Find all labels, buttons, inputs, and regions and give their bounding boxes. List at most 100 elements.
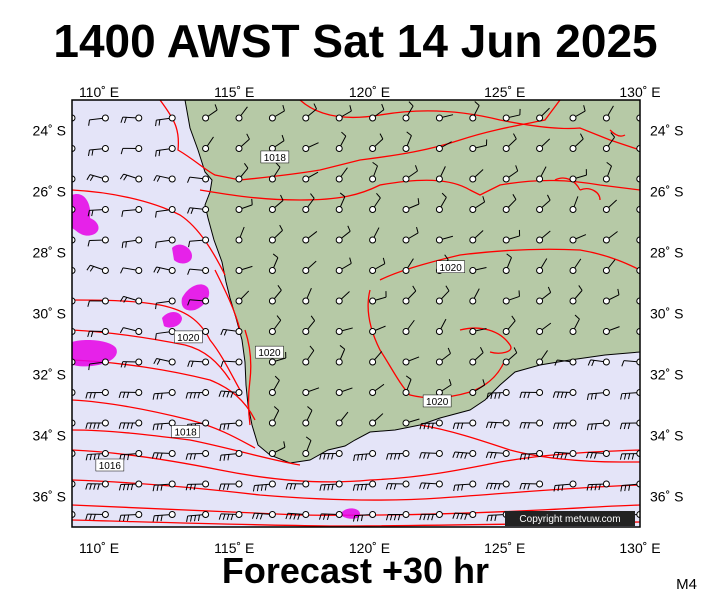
wind-barb bbox=[218, 389, 243, 398]
wind-barb bbox=[602, 259, 616, 274]
wind-barb bbox=[187, 297, 210, 306]
lon-tick-label: 130˚ E bbox=[619, 540, 660, 556]
wind-barb bbox=[469, 347, 484, 366]
wind-barb bbox=[335, 411, 349, 427]
lat-tick-label: 28˚ S bbox=[33, 245, 66, 261]
wind-barb bbox=[569, 234, 587, 244]
wind-barb bbox=[469, 196, 486, 213]
wind-barb bbox=[302, 287, 312, 305]
wind-barb bbox=[385, 480, 410, 490]
wind-barb bbox=[369, 133, 384, 152]
isobar-label: 1020 bbox=[436, 260, 465, 274]
wind-barb bbox=[485, 419, 510, 429]
wind-barb bbox=[536, 286, 552, 305]
isobar-label: 1016 bbox=[95, 458, 125, 472]
wind-barb bbox=[402, 356, 420, 366]
wind-barb bbox=[402, 375, 412, 396]
wind-barb bbox=[486, 389, 510, 400]
wind-barb bbox=[402, 258, 414, 274]
wind-barb bbox=[536, 230, 551, 244]
copyright-box: Copyright metvuw.com bbox=[505, 511, 635, 526]
wind-barb bbox=[187, 206, 210, 214]
wind-barb bbox=[87, 297, 109, 307]
wind-barb bbox=[469, 169, 484, 183]
lat-tick-label: 24˚ S bbox=[33, 123, 66, 139]
lat-tick-label: 26˚ S bbox=[650, 184, 683, 200]
wind-barb bbox=[268, 315, 282, 335]
wind-barb bbox=[369, 413, 384, 427]
wind-barb bbox=[402, 131, 412, 152]
wind-barb bbox=[118, 419, 143, 429]
wind-barb bbox=[335, 167, 348, 183]
wind-barb bbox=[302, 387, 320, 396]
wind-barb bbox=[202, 104, 218, 122]
wind-barb bbox=[402, 165, 418, 183]
wind-barb bbox=[155, 145, 176, 157]
wind-barb bbox=[369, 161, 378, 183]
isobar-line bbox=[379, 248, 640, 281]
wind-barb bbox=[335, 192, 346, 213]
wind-barb bbox=[86, 174, 109, 183]
lat-tick-label: 36˚ S bbox=[33, 489, 66, 505]
wind-barb bbox=[302, 345, 315, 366]
wind-barb bbox=[302, 231, 318, 244]
wind-barb bbox=[187, 175, 210, 183]
wind-barb bbox=[302, 436, 312, 457]
chart-title: 1400 AWST Sat 14 Jun 2025 bbox=[53, 15, 658, 67]
lat-tick-label: 28˚ S bbox=[650, 245, 683, 261]
wind-barb bbox=[302, 406, 313, 427]
wind-barb bbox=[155, 328, 176, 340]
wind-barb bbox=[186, 511, 210, 522]
wind-barb bbox=[220, 328, 243, 336]
svg-text:1018: 1018 bbox=[264, 153, 287, 164]
wind-barb bbox=[435, 166, 446, 183]
wind-barb bbox=[335, 345, 346, 366]
isobar-line bbox=[72, 329, 231, 381]
wind-barb bbox=[369, 383, 385, 396]
wind-barb bbox=[419, 511, 443, 521]
wind-barb bbox=[318, 511, 343, 521]
wind-barb bbox=[335, 291, 350, 305]
wind-barb bbox=[235, 198, 253, 213]
wind-barb bbox=[369, 103, 385, 122]
wind-barb bbox=[435, 192, 447, 213]
wind-barb bbox=[602, 132, 616, 152]
wind-barb bbox=[268, 441, 286, 457]
wind-barb bbox=[519, 419, 544, 429]
wind-barb bbox=[219, 450, 243, 462]
wind-barb bbox=[235, 290, 250, 305]
wind-barb bbox=[302, 193, 315, 213]
wind-barb bbox=[119, 327, 143, 335]
wind-barb bbox=[586, 450, 610, 459]
isobar-line bbox=[72, 399, 256, 449]
precip-area bbox=[72, 194, 99, 236]
lon-tick-label: 125˚ E bbox=[484, 540, 525, 556]
wind-barb bbox=[335, 257, 352, 274]
wind-barb bbox=[218, 480, 243, 490]
wind-barb bbox=[602, 326, 620, 335]
isobar-line bbox=[579, 188, 601, 201]
lon-tick-label: 125˚ E bbox=[484, 84, 525, 100]
wind-barb bbox=[152, 389, 176, 400]
wind-barb bbox=[119, 173, 143, 183]
wind-barb bbox=[569, 314, 580, 335]
wind-barb bbox=[502, 108, 521, 122]
wind-barb bbox=[569, 258, 582, 274]
wind-barb bbox=[553, 480, 577, 492]
wind-barb bbox=[602, 105, 614, 122]
wind-barb bbox=[88, 114, 109, 126]
wind-barb bbox=[285, 511, 310, 520]
wind-barb bbox=[252, 480, 276, 492]
wind-barb bbox=[268, 162, 281, 183]
wind-barb bbox=[87, 206, 109, 217]
wind-barb bbox=[519, 450, 544, 461]
wind-barb bbox=[302, 103, 317, 122]
isobar-line bbox=[72, 449, 640, 483]
isobar-line bbox=[214, 269, 241, 331]
svg-text:1020: 1020 bbox=[440, 263, 463, 274]
wind-barb bbox=[302, 260, 317, 274]
wind-barb bbox=[268, 253, 279, 274]
wind-barb bbox=[121, 236, 143, 249]
wind-barb bbox=[385, 511, 410, 521]
